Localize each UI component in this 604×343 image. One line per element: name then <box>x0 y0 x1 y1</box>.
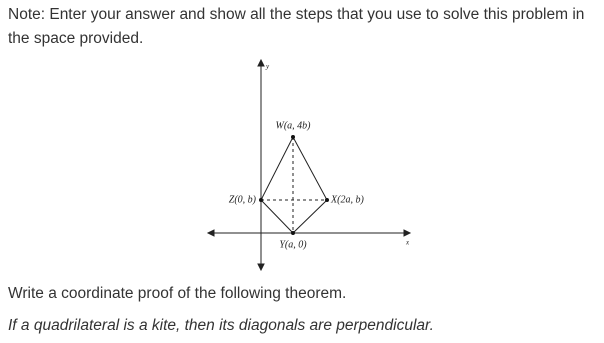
point-label: W(a, 4b) <box>276 120 312 131</box>
y-axis-label: y <box>265 63 270 71</box>
diagram: y x W(a, 4b) Z(0, b) X(2a, b) Y(a, 0) <box>206 58 412 272</box>
point-label: X(2a, b) <box>330 194 364 205</box>
prompt: Write a coordinate proof of the followin… <box>8 285 347 302</box>
note: Note: Enter your answer and show all the… <box>8 6 585 47</box>
vertex <box>291 231 295 235</box>
x-axis-label: x <box>405 239 410 247</box>
vertex <box>291 135 295 139</box>
vertices <box>259 135 329 235</box>
point-label: Z(0, b) <box>229 194 257 205</box>
vertex <box>325 198 329 202</box>
kite <box>260 135 328 234</box>
point-label: Y(a, 0) <box>279 239 307 250</box>
theorem: If a quadrilateral is a kite, then its d… <box>8 317 434 334</box>
axes <box>206 58 412 272</box>
arrowheads <box>206 58 412 272</box>
vertex <box>259 198 263 202</box>
